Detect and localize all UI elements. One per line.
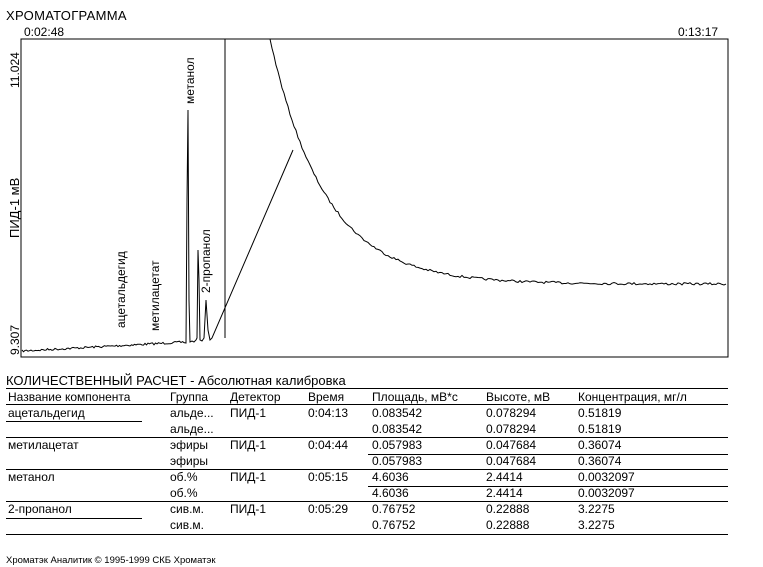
cell-height: 0.047684 xyxy=(484,453,576,469)
main-peak-tail-trace xyxy=(225,39,726,285)
cell-name: ацетальдегид xyxy=(6,405,168,421)
cell-detector xyxy=(228,485,306,501)
cell-concentration: 0.0032097 xyxy=(576,469,726,485)
header-name: Название компонента xyxy=(6,389,168,405)
cell-time xyxy=(306,485,370,501)
header-detector: Детектор xyxy=(228,389,306,405)
peak-label-acetaldehyde: ацетальдегид xyxy=(114,251,128,328)
cell-detector xyxy=(228,453,306,469)
header-concentration: Концентрация, мг/л xyxy=(576,389,726,405)
cell-group: сив.м. xyxy=(168,517,228,533)
cell-group: об.% xyxy=(168,469,228,485)
table-row: сив.м. 0.76752 0.22888 3.2275 xyxy=(6,517,726,533)
cell-height: 2.4414 xyxy=(484,469,576,485)
table-rule xyxy=(368,454,728,455)
table-row: об.% 4.6036 2.4414 0.0032097 xyxy=(6,485,726,501)
table-rule xyxy=(6,404,728,405)
cell-group: альде... xyxy=(168,405,228,421)
table-rule xyxy=(6,518,142,519)
header-area: Площадь, мВ*с xyxy=(370,389,484,405)
cell-group: об.% xyxy=(168,485,228,501)
table-rule xyxy=(6,437,728,438)
cell-time xyxy=(306,517,370,533)
header-height: Высоте, мВ xyxy=(484,389,576,405)
section-title: КОЛИЧЕСТВЕННЫЙ РАСЧЕТ - Абсолютная калиб… xyxy=(6,373,346,388)
table-row: ацетальдегид альде... ПИД-1 0:04:13 0.08… xyxy=(6,405,726,421)
table-rule xyxy=(6,501,728,502)
cell-group: эфиры xyxy=(168,453,228,469)
cell-height: 0.078294 xyxy=(484,405,576,421)
y-axis-min-label: 9.307 xyxy=(8,325,22,355)
cell-concentration: 3.2275 xyxy=(576,501,726,517)
cell-name: метанол xyxy=(6,469,168,485)
y-axis-max-label: 11.024 xyxy=(8,52,22,88)
cell-detector: ПИД-1 xyxy=(228,501,306,517)
header-group: Группа xyxy=(168,389,228,405)
footer-copyright: Хроматэк Аналитик © 1995-1999 СКБ Хромат… xyxy=(6,555,216,566)
table-row: эфиры 0.057983 0.047684 0.36074 xyxy=(6,453,726,469)
cell-area: 0.083542 xyxy=(370,421,484,437)
cell-area: 0.083542 xyxy=(370,405,484,421)
header-time: Время xyxy=(306,389,370,405)
cell-name: 2-пропанол xyxy=(6,501,168,517)
cell-name xyxy=(6,421,168,437)
cell-group: альде... xyxy=(168,421,228,437)
cell-name: метилацетат xyxy=(6,437,168,453)
table-row: альде... 0.083542 0.078294 0.51819 xyxy=(6,421,726,437)
cell-height: 2.4414 xyxy=(484,485,576,501)
cell-time xyxy=(306,453,370,469)
cell-detector xyxy=(228,517,306,533)
peak-label-methanol: метанол xyxy=(183,57,197,104)
cell-time xyxy=(306,421,370,437)
y-axis-title: ПИД-1 мВ xyxy=(7,178,22,238)
cell-time: 0:05:15 xyxy=(306,469,370,485)
results-table: Название компонента Группа Детектор Врем… xyxy=(6,389,726,533)
cell-time: 0:04:44 xyxy=(306,437,370,453)
cell-height: 0.078294 xyxy=(484,421,576,437)
cell-time: 0:04:13 xyxy=(306,405,370,421)
cell-concentration: 0.36074 xyxy=(576,437,726,453)
cell-concentration: 0.36074 xyxy=(576,453,726,469)
cell-height: 0.047684 xyxy=(484,437,576,453)
table-rule xyxy=(6,421,142,422)
cell-detector: ПИД-1 xyxy=(228,469,306,485)
peak-label-methyl-acetate: метилацетат xyxy=(148,260,162,331)
cell-name xyxy=(6,517,168,533)
chromatogram-chart: 11.024 ПИД-1 мВ 9.307 ацетальдегид метил… xyxy=(0,0,763,370)
cell-area: 0.057983 xyxy=(370,453,484,469)
table-rule xyxy=(6,388,728,389)
cell-area: 4.6036 xyxy=(370,469,484,485)
cell-concentration: 0.51819 xyxy=(576,421,726,437)
cell-concentration: 3.2275 xyxy=(576,517,726,533)
table-rule xyxy=(6,534,728,535)
cell-area: 0.057983 xyxy=(370,437,484,453)
cell-area: 0.76752 xyxy=(370,517,484,533)
cell-height: 0.22888 xyxy=(484,517,576,533)
cell-time: 0:05:29 xyxy=(306,501,370,517)
cell-name xyxy=(6,485,168,501)
cell-detector: ПИД-1 xyxy=(228,437,306,453)
cell-concentration: 0.51819 xyxy=(576,405,726,421)
cell-area: 4.6036 xyxy=(370,485,484,501)
cell-height: 0.22888 xyxy=(484,501,576,517)
table-rule xyxy=(6,469,728,470)
table-row: метилацетат эфиры ПИД-1 0:04:44 0.057983… xyxy=(6,437,726,453)
peak-label-2-propanol: 2-пропанол xyxy=(199,229,213,293)
cell-area: 0.76752 xyxy=(370,501,484,517)
cell-group: эфиры xyxy=(168,437,228,453)
table-row: метанол об.% ПИД-1 0:05:15 4.6036 2.4414… xyxy=(6,469,726,485)
cell-name xyxy=(6,453,168,469)
cell-group: сив.м. xyxy=(168,501,228,517)
table-header-row: Название компонента Группа Детектор Врем… xyxy=(6,389,726,405)
table-rule xyxy=(368,486,728,487)
table-row: 2-пропанол сив.м. ПИД-1 0:05:29 0.76752 … xyxy=(6,501,726,517)
cell-detector xyxy=(228,421,306,437)
cell-detector: ПИД-1 xyxy=(228,405,306,421)
cell-concentration: 0.0032097 xyxy=(576,485,726,501)
